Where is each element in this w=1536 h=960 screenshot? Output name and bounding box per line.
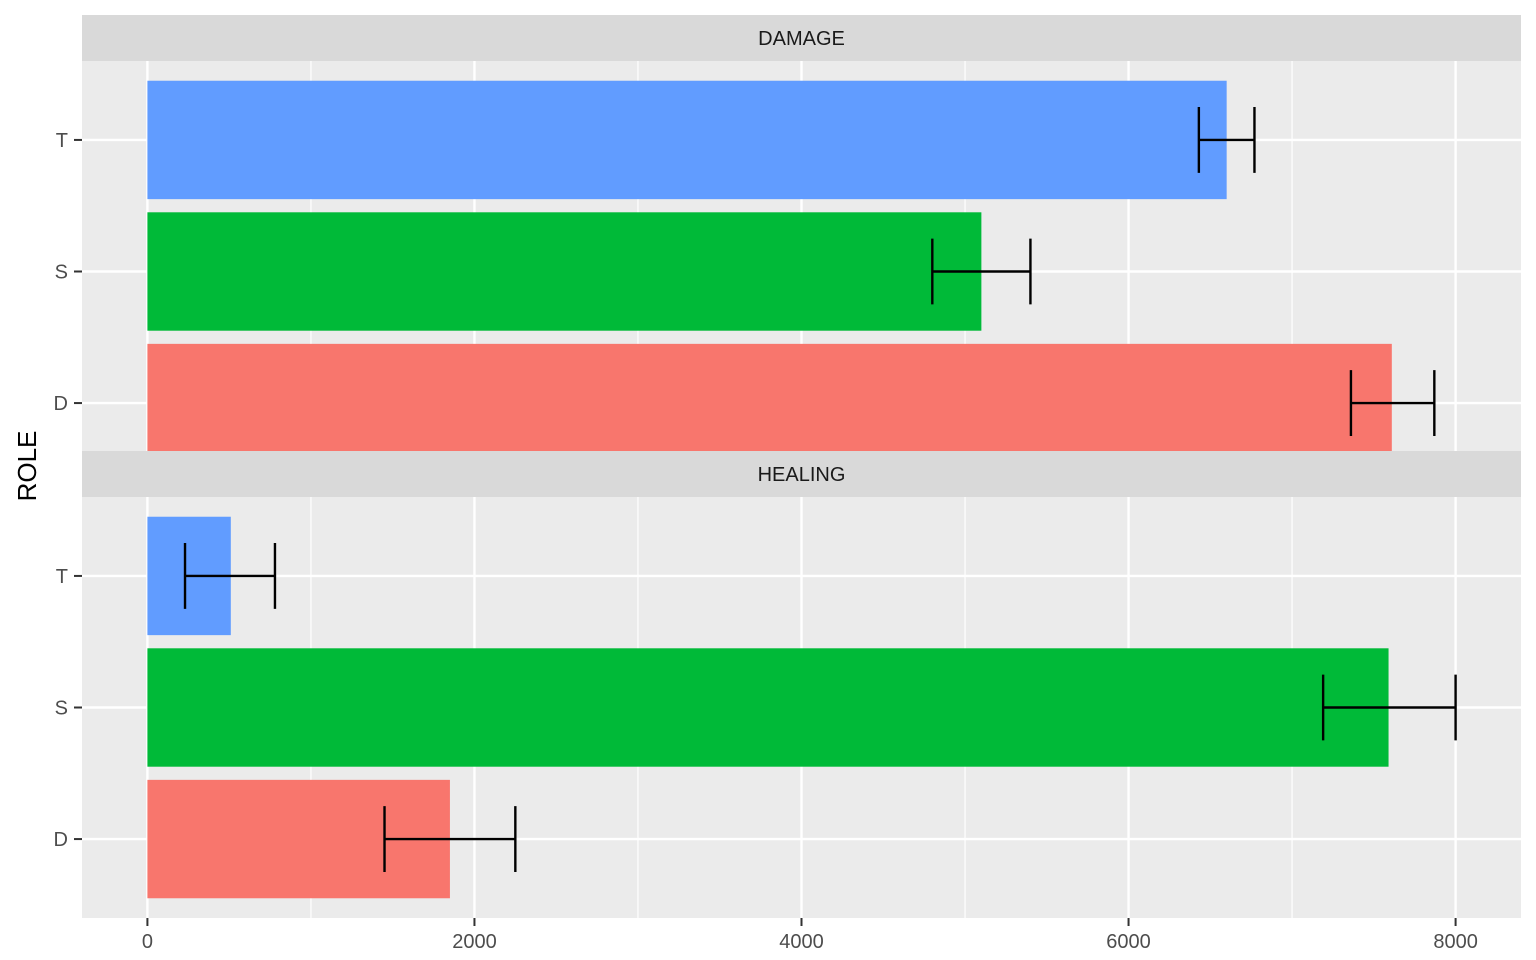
error-bar-damage-s: [931, 238, 1032, 305]
strip-label: HEALING: [758, 464, 846, 486]
x-tick-label: 4000: [779, 931, 824, 953]
chart-panels: DAMAGE D S T HEALING D S T: [54, 15, 1521, 918]
bar-damage-s: [147, 212, 982, 331]
panel-healing: HEALING D S T: [54, 451, 1521, 918]
strip-background: [82, 15, 1521, 61]
y-tick-label: S: [55, 698, 68, 720]
error-bar-damage-t: [1197, 107, 1256, 173]
y-tick-label: T: [56, 130, 68, 152]
error-bar-healing-t: [183, 543, 277, 609]
error-bar-healing-d: [383, 806, 517, 872]
x-axis: 0 2000 4000 6000 8000: [142, 918, 1478, 953]
bar-damage-d: [147, 343, 1392, 463]
x-tick-label: 8000: [1433, 931, 1478, 953]
panel-damage: DAMAGE D S T: [54, 15, 1521, 482]
y-tick-label: T: [56, 566, 68, 588]
y-tick-label: D: [54, 393, 68, 415]
x-tick-label: 2000: [452, 931, 497, 953]
strip-label: DAMAGE: [758, 28, 845, 50]
error-bar-damage-d: [1349, 370, 1436, 436]
bar-damage-t: [147, 80, 1227, 200]
error-bar-healing-s: [1321, 674, 1457, 741]
y-tick-label: S: [55, 262, 68, 284]
x-tick-label: 0: [142, 931, 153, 953]
y-tick-label: D: [54, 829, 68, 851]
bar-healing-s: [147, 648, 1389, 767]
x-tick-label: 6000: [1106, 931, 1151, 953]
y-axis-title: ROLE: [12, 431, 42, 502]
strip-background: [82, 451, 1521, 497]
